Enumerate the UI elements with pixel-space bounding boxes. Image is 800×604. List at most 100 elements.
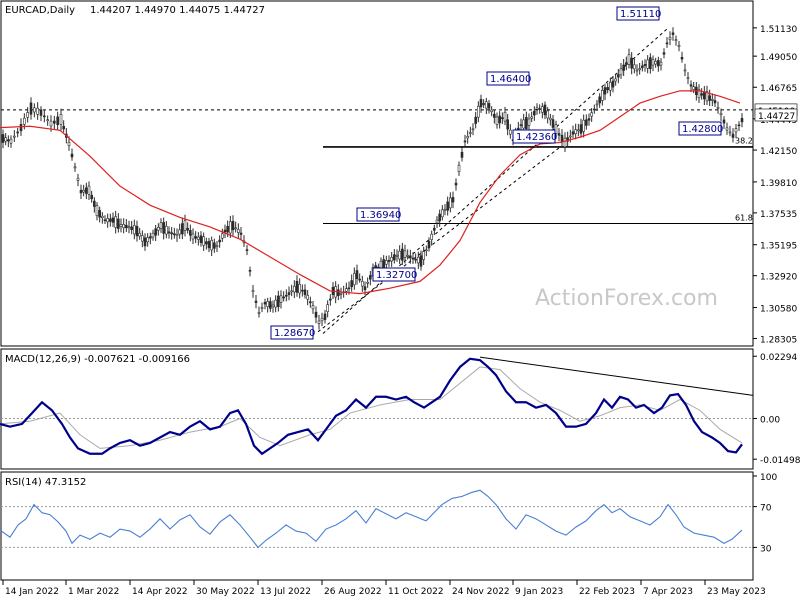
x-tick-label: 30 May 2022 [196, 587, 255, 597]
candle-body [680, 56, 684, 60]
candle-body [509, 129, 512, 135]
macd-layer: 0.02294 0.00 -0.014989 [0, 353, 800, 466]
candle-body [141, 235, 144, 242]
candle-body [574, 129, 577, 134]
candle-body [33, 107, 36, 113]
candle-body [127, 226, 131, 229]
candle-body [199, 235, 203, 243]
candle-body [363, 286, 367, 291]
candle-body [178, 229, 181, 235]
level-box [616, 6, 660, 21]
candle-body [635, 69, 639, 72]
candle-body [317, 320, 321, 324]
candle-body [451, 197, 455, 203]
candle-body [601, 90, 604, 101]
candle-body [438, 213, 441, 222]
price-layer: 1.511301.490501.467651.444451.421501.398… [0, 6, 797, 345]
candle-body [546, 110, 549, 119]
candle-body [350, 280, 353, 288]
candle-body [101, 215, 104, 219]
candle-body [525, 117, 528, 130]
candle-body [85, 187, 88, 194]
candle-body [490, 109, 493, 112]
price-y-tick-label: 1.51130 [760, 25, 797, 35]
candle-body [23, 117, 26, 125]
candle-body [705, 91, 709, 102]
candle-body [734, 128, 738, 133]
candle-body [460, 151, 464, 158]
candle-body [19, 124, 23, 132]
candle-body [449, 197, 452, 209]
candle-body [595, 103, 599, 106]
candle-body [651, 59, 655, 66]
candle-body [311, 305, 315, 310]
macd-panel-frame [0, 348, 754, 470]
candle-body [269, 301, 272, 309]
candle-body [654, 61, 657, 65]
price-y-tick-label: 1.30580 [760, 305, 797, 315]
candle-body [740, 118, 744, 123]
candle-body [422, 251, 425, 260]
candle-body [162, 222, 165, 234]
price-y-tick-label: 1.42150 [760, 147, 797, 157]
candle-body [290, 290, 293, 293]
candle-body [183, 220, 187, 231]
candle-body [326, 304, 329, 312]
candle-body [215, 245, 219, 247]
candle-body [353, 273, 356, 286]
level-box [270, 325, 314, 340]
candle-body [603, 87, 607, 95]
macd-line [0, 357, 743, 456]
level-label: 1.42800 [682, 124, 723, 135]
candle-body [314, 311, 318, 318]
candle-body [205, 241, 208, 245]
candle-body [271, 304, 275, 308]
level-label: 1.28670 [274, 328, 315, 339]
candle-body [149, 236, 152, 239]
candle-body [194, 236, 197, 239]
candle-body [347, 287, 351, 290]
candle-body [716, 107, 720, 109]
channel-lower-line [317, 146, 561, 333]
price-panel-frame [0, 0, 754, 347]
candle-body [477, 105, 480, 118]
candle-body [506, 119, 509, 130]
candle-body [295, 281, 299, 293]
candle-body [409, 255, 412, 259]
watermark: ActionForex.com [535, 286, 718, 311]
candle-body [323, 313, 327, 320]
candle-body [643, 64, 647, 66]
candle-body [257, 312, 261, 314]
candle-body [611, 80, 615, 88]
rsi-y-tick-label: 70 [760, 504, 772, 514]
candle-body [13, 135, 16, 138]
candle-body [56, 116, 59, 125]
candle-body [609, 82, 612, 91]
candle-body [245, 249, 249, 251]
candle-body [87, 185, 91, 195]
candle-body [649, 57, 652, 70]
candle-body [563, 137, 567, 148]
candle-body [474, 116, 477, 124]
x-tick-label: 22 Feb 2023 [579, 587, 635, 597]
candle-body [4, 137, 7, 142]
candle-body [700, 93, 703, 96]
rsi-layer: 100 70 30 [0, 473, 777, 554]
candle-body [551, 119, 555, 128]
candle-body [530, 116, 533, 119]
candle-body [62, 125, 65, 130]
candle-body [482, 103, 485, 105]
candle-body [106, 218, 109, 223]
candle-body [39, 109, 43, 116]
candle-body [719, 112, 723, 116]
candle-body [395, 254, 399, 257]
candle-body [535, 107, 539, 110]
candle-body [59, 114, 63, 125]
price-y-tick-label: 1.35195 [760, 242, 797, 252]
candle-body [674, 39, 678, 42]
candle-body [630, 57, 633, 69]
candle-body [549, 117, 552, 121]
candle-body [154, 228, 157, 236]
candle-body [282, 296, 285, 299]
candle-body [159, 222, 163, 229]
